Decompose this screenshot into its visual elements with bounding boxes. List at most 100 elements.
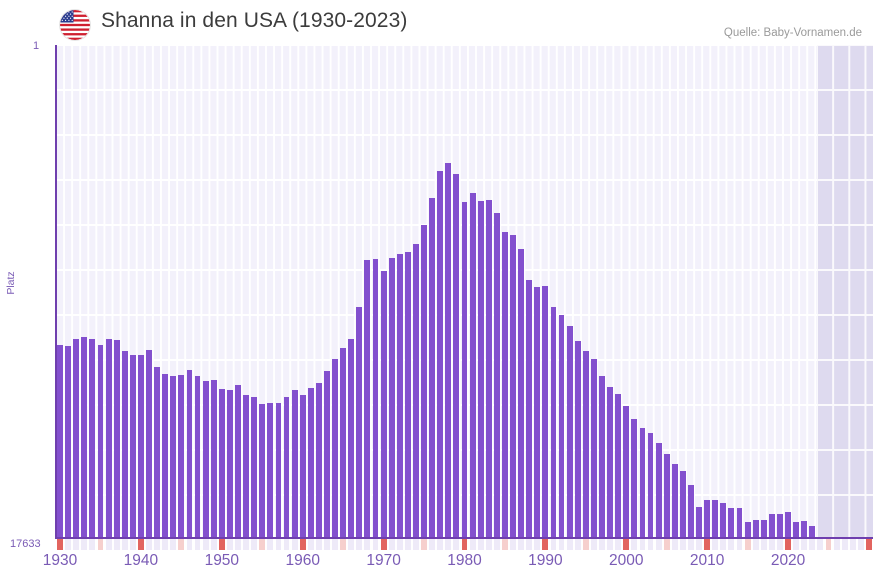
plot-area [56,45,873,538]
bar [129,355,136,538]
bar [65,345,72,538]
bar [380,270,387,538]
us-flag-icon [60,10,90,40]
x-axis-tick-minor [388,539,395,550]
bar [793,522,800,538]
x-axis-tick-minor [396,539,403,550]
bar [477,200,484,538]
bar [154,367,161,538]
x-axis-tick-minor [202,539,209,550]
x-axis-tick-minor [655,539,662,550]
x-axis-tick-minor [849,539,856,550]
x-axis-tick-minor [809,539,816,550]
bar [639,427,646,538]
x-axis-tick-major [704,539,711,550]
x-axis-label: 1960 [285,552,320,569]
x-axis-tick-minor [283,539,290,550]
x-axis-tick-minor [324,539,330,550]
bar [631,418,638,538]
bar [485,199,492,538]
x-axis-tick-minor [154,539,161,550]
x-axis-tick-minor [445,539,452,550]
x-axis-tick-minor [243,539,250,550]
bar [429,197,436,538]
x-axis-tick-minor [437,539,444,550]
bar [275,402,282,538]
bar [445,163,452,538]
x-axis-tick-major [380,539,387,550]
x-axis-tick-minor [679,539,686,550]
bar [404,252,411,538]
x-axis-tick-minor [857,539,864,550]
x-axis-tick-minor [558,539,565,550]
x-axis-tick-minor [413,539,419,550]
bar [768,514,775,538]
x-axis-tick-minor [332,539,338,550]
bar [413,244,419,538]
bar [502,232,508,538]
x-axis-tick-minor [777,539,783,550]
bar [113,339,120,538]
bar [146,349,152,538]
x-axis-tick-minor [251,539,258,550]
bar [720,502,727,538]
x-axis-tick-minor [372,539,379,550]
bar [324,371,330,538]
x-axis-tick-major [299,539,306,550]
x-axis-tick-minor [267,539,274,550]
bar [364,259,371,538]
bar [663,454,670,538]
x-axis-tick-minor [291,539,298,550]
bar [251,397,258,538]
bar [712,499,719,538]
bar [315,383,322,538]
bar [696,506,702,538]
bar [81,336,88,538]
x-axis-tick-minor [453,539,460,550]
bar [210,380,217,538]
y-axis-title: Platz [5,271,17,295]
x-axis-tick-minor [833,539,840,550]
x-axis-tick-minor [259,539,266,550]
x-axis-tick-minor [129,539,136,550]
x-axis-tick-minor [841,539,848,550]
bar [558,315,565,538]
x-axis-tick-minor [712,539,719,550]
bar [688,484,694,538]
x-axis-tick-minor [566,539,573,550]
x-axis-tick-minor [81,539,88,550]
bar [607,387,614,538]
bar [202,381,209,538]
x-axis-tick-minor [688,539,694,550]
x-axis-tick-minor [720,539,727,550]
x-axis-tick-minor [235,539,241,550]
x-axis-tick-minor [421,539,427,550]
chart-source-label: Quelle: Baby-Vornamen.de [723,27,862,39]
bar [396,253,403,538]
bar [194,376,201,538]
bar [671,464,678,538]
x-axis-tick-minor [663,539,670,550]
x-axis-tick-major [785,539,791,550]
bar [162,374,169,538]
x-axis-tick-minor [162,539,169,550]
bar [534,286,541,538]
bar [170,376,177,538]
bar [526,279,533,538]
bar [332,358,338,538]
x-axis-tick-minor [534,539,541,550]
bar [226,390,233,538]
x-axis-tick-minor [631,539,638,550]
x-axis-tick-minor [590,539,597,550]
bar [105,338,112,538]
y-axis-line [55,45,57,539]
chart-header: Shanna in den USA (1930-2023) Quelle: Ba… [0,0,873,44]
bar [89,338,96,538]
bar [57,344,63,538]
x-axis-label: 2000 [609,552,644,569]
x-axis-label: 1950 [204,552,240,569]
bar [566,326,573,538]
bar [137,354,144,538]
x-axis-tick-major [57,539,63,550]
x-axis-tick-major [866,539,872,550]
